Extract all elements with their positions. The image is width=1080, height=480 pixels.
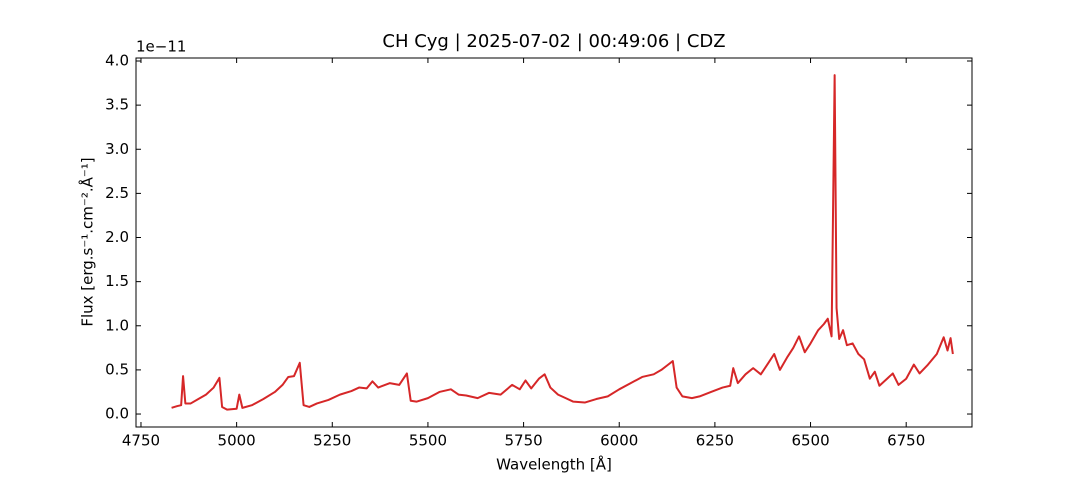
- x-tick-label: 5250: [313, 432, 351, 450]
- x-tick-label: 5000: [218, 432, 256, 450]
- x-tick-label: 6500: [791, 432, 829, 450]
- y-offset-label: 1e−11: [136, 38, 186, 56]
- y-axis-label: Flux [erg.s⁻¹.cm⁻².Å⁻¹]: [78, 157, 97, 326]
- y-tick-label: 2.0: [105, 228, 129, 246]
- x-axis-label: Wavelength [Å]: [496, 455, 612, 474]
- chart-title: CH Cyg | 2025-07-02 | 00:49:06 | CDZ: [382, 31, 725, 52]
- x-tick-label: 6250: [696, 432, 734, 450]
- x-tick-label: 6000: [600, 432, 638, 450]
- x-tick-label: 6750: [887, 432, 925, 450]
- y-tick-label: 1.5: [105, 272, 129, 290]
- x-tick-label: 5750: [504, 432, 542, 450]
- y-tick-label: 0.5: [105, 360, 129, 378]
- y-tick-label: 2.5: [105, 184, 129, 202]
- y-tick-label: 3.5: [105, 96, 129, 114]
- spectrum-line: [171, 74, 954, 411]
- y-tick-label: 4.0: [105, 52, 129, 70]
- x-tick-label: 4750: [122, 432, 160, 450]
- x-tick-label: 5500: [409, 432, 447, 450]
- y-tick-label: 1.0: [105, 316, 129, 334]
- y-tick-label: 0.0: [105, 405, 129, 423]
- y-tick-label: 3.0: [105, 140, 129, 158]
- plot-frame: [135, 57, 973, 428]
